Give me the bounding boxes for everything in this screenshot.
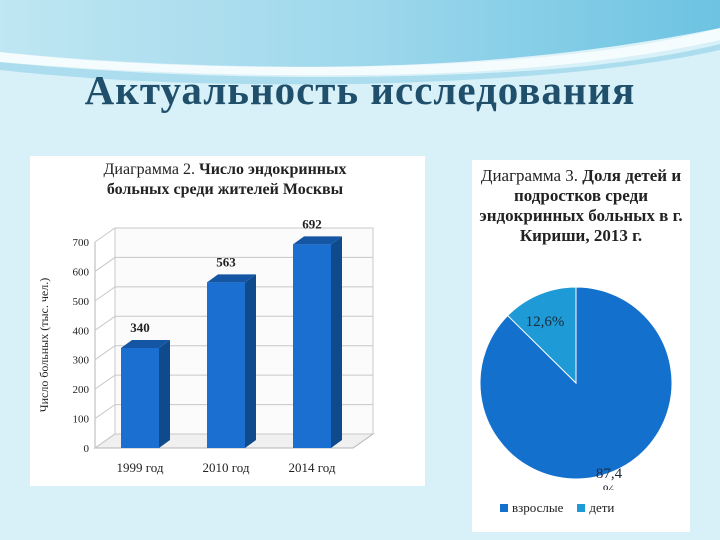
y-tick-label: 400	[73, 325, 90, 337]
grid-line	[94, 227, 373, 243]
grid-line	[94, 256, 373, 272]
bar-chart-title-prefix: Диаграмма 2.	[103, 161, 195, 178]
bar-front	[121, 347, 159, 448]
legend-label-children: дети	[589, 500, 615, 515]
bar-top	[207, 274, 256, 283]
bar-value-label: 692	[302, 216, 322, 231]
y-tick-label: 600	[73, 266, 90, 278]
x-tick-label: 2010 год	[203, 460, 250, 475]
y-tick-label: 200	[73, 384, 90, 396]
pie-chart-plot: 87,4% 12,6%	[479, 286, 673, 499]
pie-chart-title-main: Доля детей и подростков среди эндокринны…	[479, 166, 683, 245]
y-tick-label: 700	[73, 237, 90, 249]
bar-3	[293, 236, 342, 448]
pie-slice-label-line2: %	[603, 483, 616, 490]
bar-top	[121, 339, 170, 348]
bar-side	[159, 339, 170, 448]
pie-chart-title: Диаграмма 3. Доля детей и подростков сре…	[472, 166, 690, 246]
pie-slice-label: 12,6%	[526, 314, 565, 330]
bar-1	[121, 339, 170, 448]
bar-chart-title: Диаграмма 2. Число эндокринных больных с…	[75, 160, 375, 200]
y-tick-label: 0	[84, 443, 90, 455]
bar-side	[245, 274, 256, 448]
slide-title: Актуальность исследования	[84, 67, 636, 113]
grid-line	[94, 404, 373, 419]
grid-line	[94, 315, 373, 331]
bar-2	[207, 274, 256, 448]
legend-swatch-children	[577, 504, 586, 512]
bar-chart-panel: Диаграмма 2. Число эндокринных больных с…	[30, 156, 425, 486]
pie-slice-children	[506, 286, 577, 385]
grid-line	[94, 433, 373, 449]
pie-slice-label: 87,4	[596, 466, 623, 482]
bar-front	[207, 282, 245, 448]
legend-item-children: дети	[577, 500, 614, 516]
y-tick-label: 300	[73, 355, 90, 367]
pie-chart-panel: Диаграмма 3. Доля детей и подростков сре…	[472, 160, 690, 532]
y-tick-label: 500	[73, 296, 90, 308]
legend-label-adults: взрослые	[512, 500, 564, 515]
grid-line	[94, 286, 373, 302]
pie-chart-title-prefix: Диаграмма 3.	[480, 166, 579, 185]
bar-value-label: 563	[216, 254, 236, 269]
bar-chart-plot: 0 100 200 300 400 500 600 700 Число больных (тыс…	[37, 216, 375, 475]
y-tick-label: 100	[73, 414, 90, 426]
bar-front	[293, 244, 331, 448]
legend-item-adults: взрослые	[500, 500, 563, 516]
x-tick-label: 1999 год	[117, 460, 164, 475]
grid-line	[94, 374, 373, 390]
x-tick-label: 2014 год	[289, 460, 336, 475]
bar-chart-title-main: Число эндокринных больных среди жителей …	[106, 161, 347, 198]
bar-value-label: 340	[130, 320, 150, 335]
y-axis-title: Число больных (тыс. чел.)	[37, 278, 51, 412]
pie-legend: взрослые дети	[500, 500, 614, 516]
background-waves	[0, 0, 720, 85]
bar-top	[293, 236, 342, 245]
legend-swatch-adults	[500, 504, 508, 512]
bar-side	[331, 236, 342, 448]
grid-line	[94, 345, 373, 361]
